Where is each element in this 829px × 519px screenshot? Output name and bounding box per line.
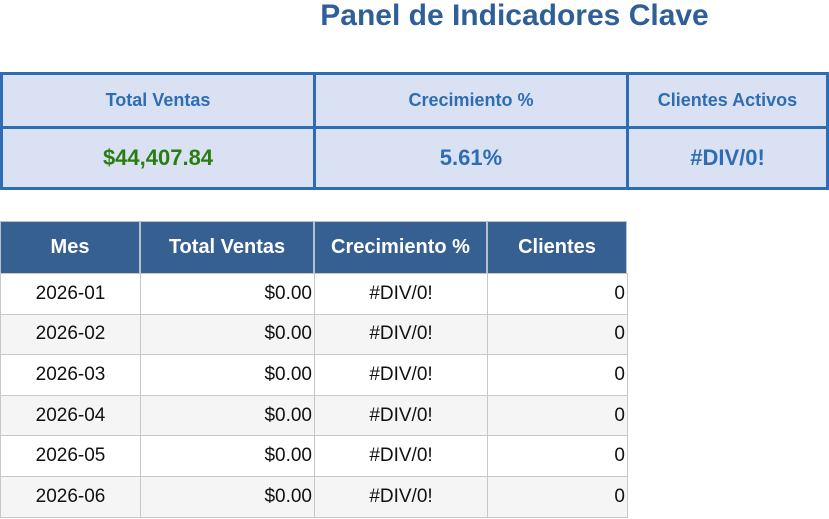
- kpi-label: Clientes Activos: [626, 72, 829, 129]
- kpi-label: Crecimiento %: [313, 72, 629, 129]
- table-cell: 2026-04: [0, 394, 141, 437]
- table-cell: #DIV/0!: [314, 476, 488, 518]
- kpi-value: #DIV/0!: [626, 126, 829, 190]
- table-cell: 0: [487, 476, 628, 518]
- column-header: Mes: [0, 221, 140, 274]
- kpi-value: $44,407.84: [0, 126, 316, 190]
- table-cell: 2026-03: [0, 354, 141, 396]
- table-cell: $0.00: [140, 273, 315, 315]
- table-cell: 0: [487, 435, 628, 477]
- table-cell: $0.00: [140, 435, 315, 477]
- kpi-value: 5.61%: [313, 126, 629, 190]
- table-cell: 0: [487, 354, 628, 396]
- table-cell: 2026-05: [0, 435, 141, 477]
- table-cell: $0.00: [140, 313, 315, 356]
- table-cell: #DIV/0!: [314, 313, 488, 356]
- column-header: Clientes: [487, 221, 627, 274]
- table-cell: #DIV/0!: [314, 394, 488, 437]
- table-cell: 0: [487, 394, 628, 437]
- table-cell: $0.00: [140, 354, 315, 396]
- table-cell: #DIV/0!: [314, 273, 488, 315]
- table-cell: $0.00: [140, 394, 315, 437]
- table-cell: 2026-06: [0, 476, 141, 518]
- table-cell: 2026-01: [0, 273, 141, 315]
- table-cell: #DIV/0!: [314, 354, 488, 396]
- table-cell: #DIV/0!: [314, 435, 488, 477]
- column-header: Crecimiento %: [314, 221, 487, 274]
- table-cell: 2026-02: [0, 313, 141, 356]
- table-cell: $0.00: [140, 476, 315, 518]
- page-title: Panel de Indicadores Clave: [320, 0, 709, 32]
- column-header: Total Ventas: [140, 221, 314, 274]
- table-cell: 0: [487, 273, 628, 315]
- table-cell: 0: [487, 313, 628, 356]
- kpi-label: Total Ventas: [0, 72, 316, 129]
